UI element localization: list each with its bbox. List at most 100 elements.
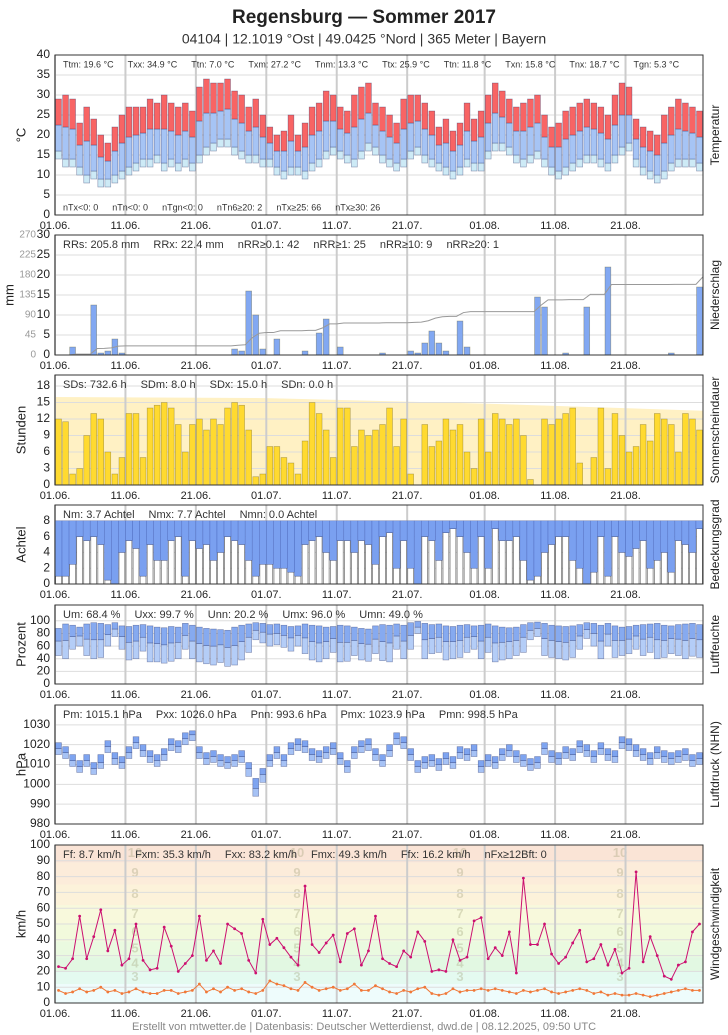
range-bar bbox=[315, 625, 323, 644]
range-bar bbox=[132, 162, 140, 172]
wind-point bbox=[409, 990, 413, 994]
bar bbox=[604, 266, 612, 356]
range-bar bbox=[329, 94, 337, 122]
wind-point bbox=[571, 941, 575, 945]
range-bar bbox=[90, 144, 97, 172]
beaufort-label: 3 bbox=[616, 969, 623, 984]
wind-point bbox=[648, 995, 652, 999]
wind-point bbox=[282, 984, 286, 988]
cloud-cover bbox=[533, 520, 542, 577]
clear-sky bbox=[675, 540, 682, 585]
range-bar bbox=[245, 636, 252, 653]
range-bar bbox=[344, 641, 351, 662]
bar bbox=[245, 429, 252, 486]
summary-stat: Txn: 15.8 °C bbox=[505, 59, 556, 69]
wind-point bbox=[205, 990, 208, 994]
range-bar bbox=[463, 130, 471, 160]
cloud-cover bbox=[223, 520, 232, 537]
wind-point bbox=[585, 960, 589, 964]
cloud-cover bbox=[442, 520, 450, 533]
cloud-cover bbox=[364, 520, 373, 545]
wind-point bbox=[338, 960, 342, 964]
bar bbox=[653, 413, 661, 486]
range-bar bbox=[315, 642, 323, 663]
range-bar bbox=[668, 106, 675, 136]
wind-point bbox=[92, 988, 96, 992]
range-bar bbox=[428, 638, 436, 654]
wind-point bbox=[691, 988, 694, 992]
wind-point bbox=[500, 954, 504, 957]
range-bar bbox=[182, 732, 189, 740]
y-tick-label: 50 bbox=[37, 916, 51, 930]
y-tick-label: 30 bbox=[37, 948, 51, 962]
range-bar bbox=[421, 623, 429, 641]
x-tick-label: 11.07. bbox=[322, 360, 352, 372]
range-bar bbox=[675, 756, 682, 763]
range-bar bbox=[682, 640, 689, 660]
bar bbox=[506, 424, 513, 486]
range-bar bbox=[351, 640, 358, 656]
range-bar bbox=[499, 116, 506, 144]
range-bar bbox=[210, 756, 217, 763]
range-bar bbox=[435, 162, 443, 172]
range-bar bbox=[646, 150, 654, 172]
bar bbox=[301, 350, 309, 356]
range-bar bbox=[351, 94, 358, 128]
wind-point bbox=[268, 979, 272, 983]
bar bbox=[238, 404, 245, 486]
range-bar bbox=[661, 142, 668, 172]
range-bar bbox=[639, 146, 647, 168]
x-tick-label: 11.06. bbox=[111, 220, 141, 232]
range-bar bbox=[520, 636, 527, 653]
bar bbox=[463, 451, 471, 486]
x-tick-label: 01.07. bbox=[251, 360, 282, 372]
range-bar bbox=[146, 625, 154, 644]
wind-point bbox=[141, 990, 145, 994]
range-bar bbox=[625, 738, 633, 745]
wind-point bbox=[226, 985, 229, 989]
range-bar bbox=[217, 760, 224, 767]
wind-point bbox=[543, 987, 546, 991]
range-bar bbox=[407, 150, 414, 160]
bar bbox=[393, 446, 400, 486]
x-tick-label: 21.06. bbox=[181, 1008, 212, 1020]
range-bar bbox=[548, 146, 555, 168]
range-bar bbox=[506, 627, 513, 642]
cloud-cover bbox=[456, 520, 464, 537]
cloud-cover bbox=[674, 520, 683, 541]
range-bar bbox=[167, 738, 175, 745]
range-bar bbox=[611, 640, 619, 658]
wind-point bbox=[381, 987, 384, 991]
range-bar bbox=[358, 746, 365, 753]
range-bar bbox=[541, 623, 548, 639]
range-bar bbox=[322, 641, 330, 660]
cloud-cover bbox=[625, 520, 633, 557]
bar bbox=[231, 348, 238, 356]
clear-sky bbox=[668, 571, 675, 585]
range-bar bbox=[97, 762, 105, 769]
range-bar bbox=[682, 102, 689, 132]
range-bar bbox=[132, 106, 140, 136]
clear-sky bbox=[210, 559, 217, 585]
range-bar bbox=[499, 754, 506, 761]
range-bar bbox=[372, 124, 379, 148]
beaufort-label: 5 bbox=[131, 941, 138, 956]
range-bar bbox=[555, 758, 562, 765]
wind-point bbox=[465, 955, 469, 959]
bar bbox=[160, 402, 168, 486]
y-tick-label: 60 bbox=[37, 900, 51, 914]
range-bar bbox=[506, 641, 513, 660]
clear-sky bbox=[470, 567, 478, 585]
clear-sky bbox=[407, 567, 414, 585]
range-bar bbox=[463, 748, 471, 755]
wind-point bbox=[99, 908, 103, 912]
range-bar bbox=[83, 638, 90, 656]
x-tick-label: 21.07. bbox=[392, 220, 423, 232]
range-bar bbox=[604, 114, 612, 140]
x-tick-label: 21.06. bbox=[181, 360, 212, 372]
wind-point bbox=[423, 985, 427, 989]
range-bar bbox=[160, 162, 168, 172]
range-bar bbox=[463, 102, 471, 132]
range-bar bbox=[421, 128, 429, 156]
summary-stat: Txm: 27.2 °C bbox=[248, 59, 301, 69]
